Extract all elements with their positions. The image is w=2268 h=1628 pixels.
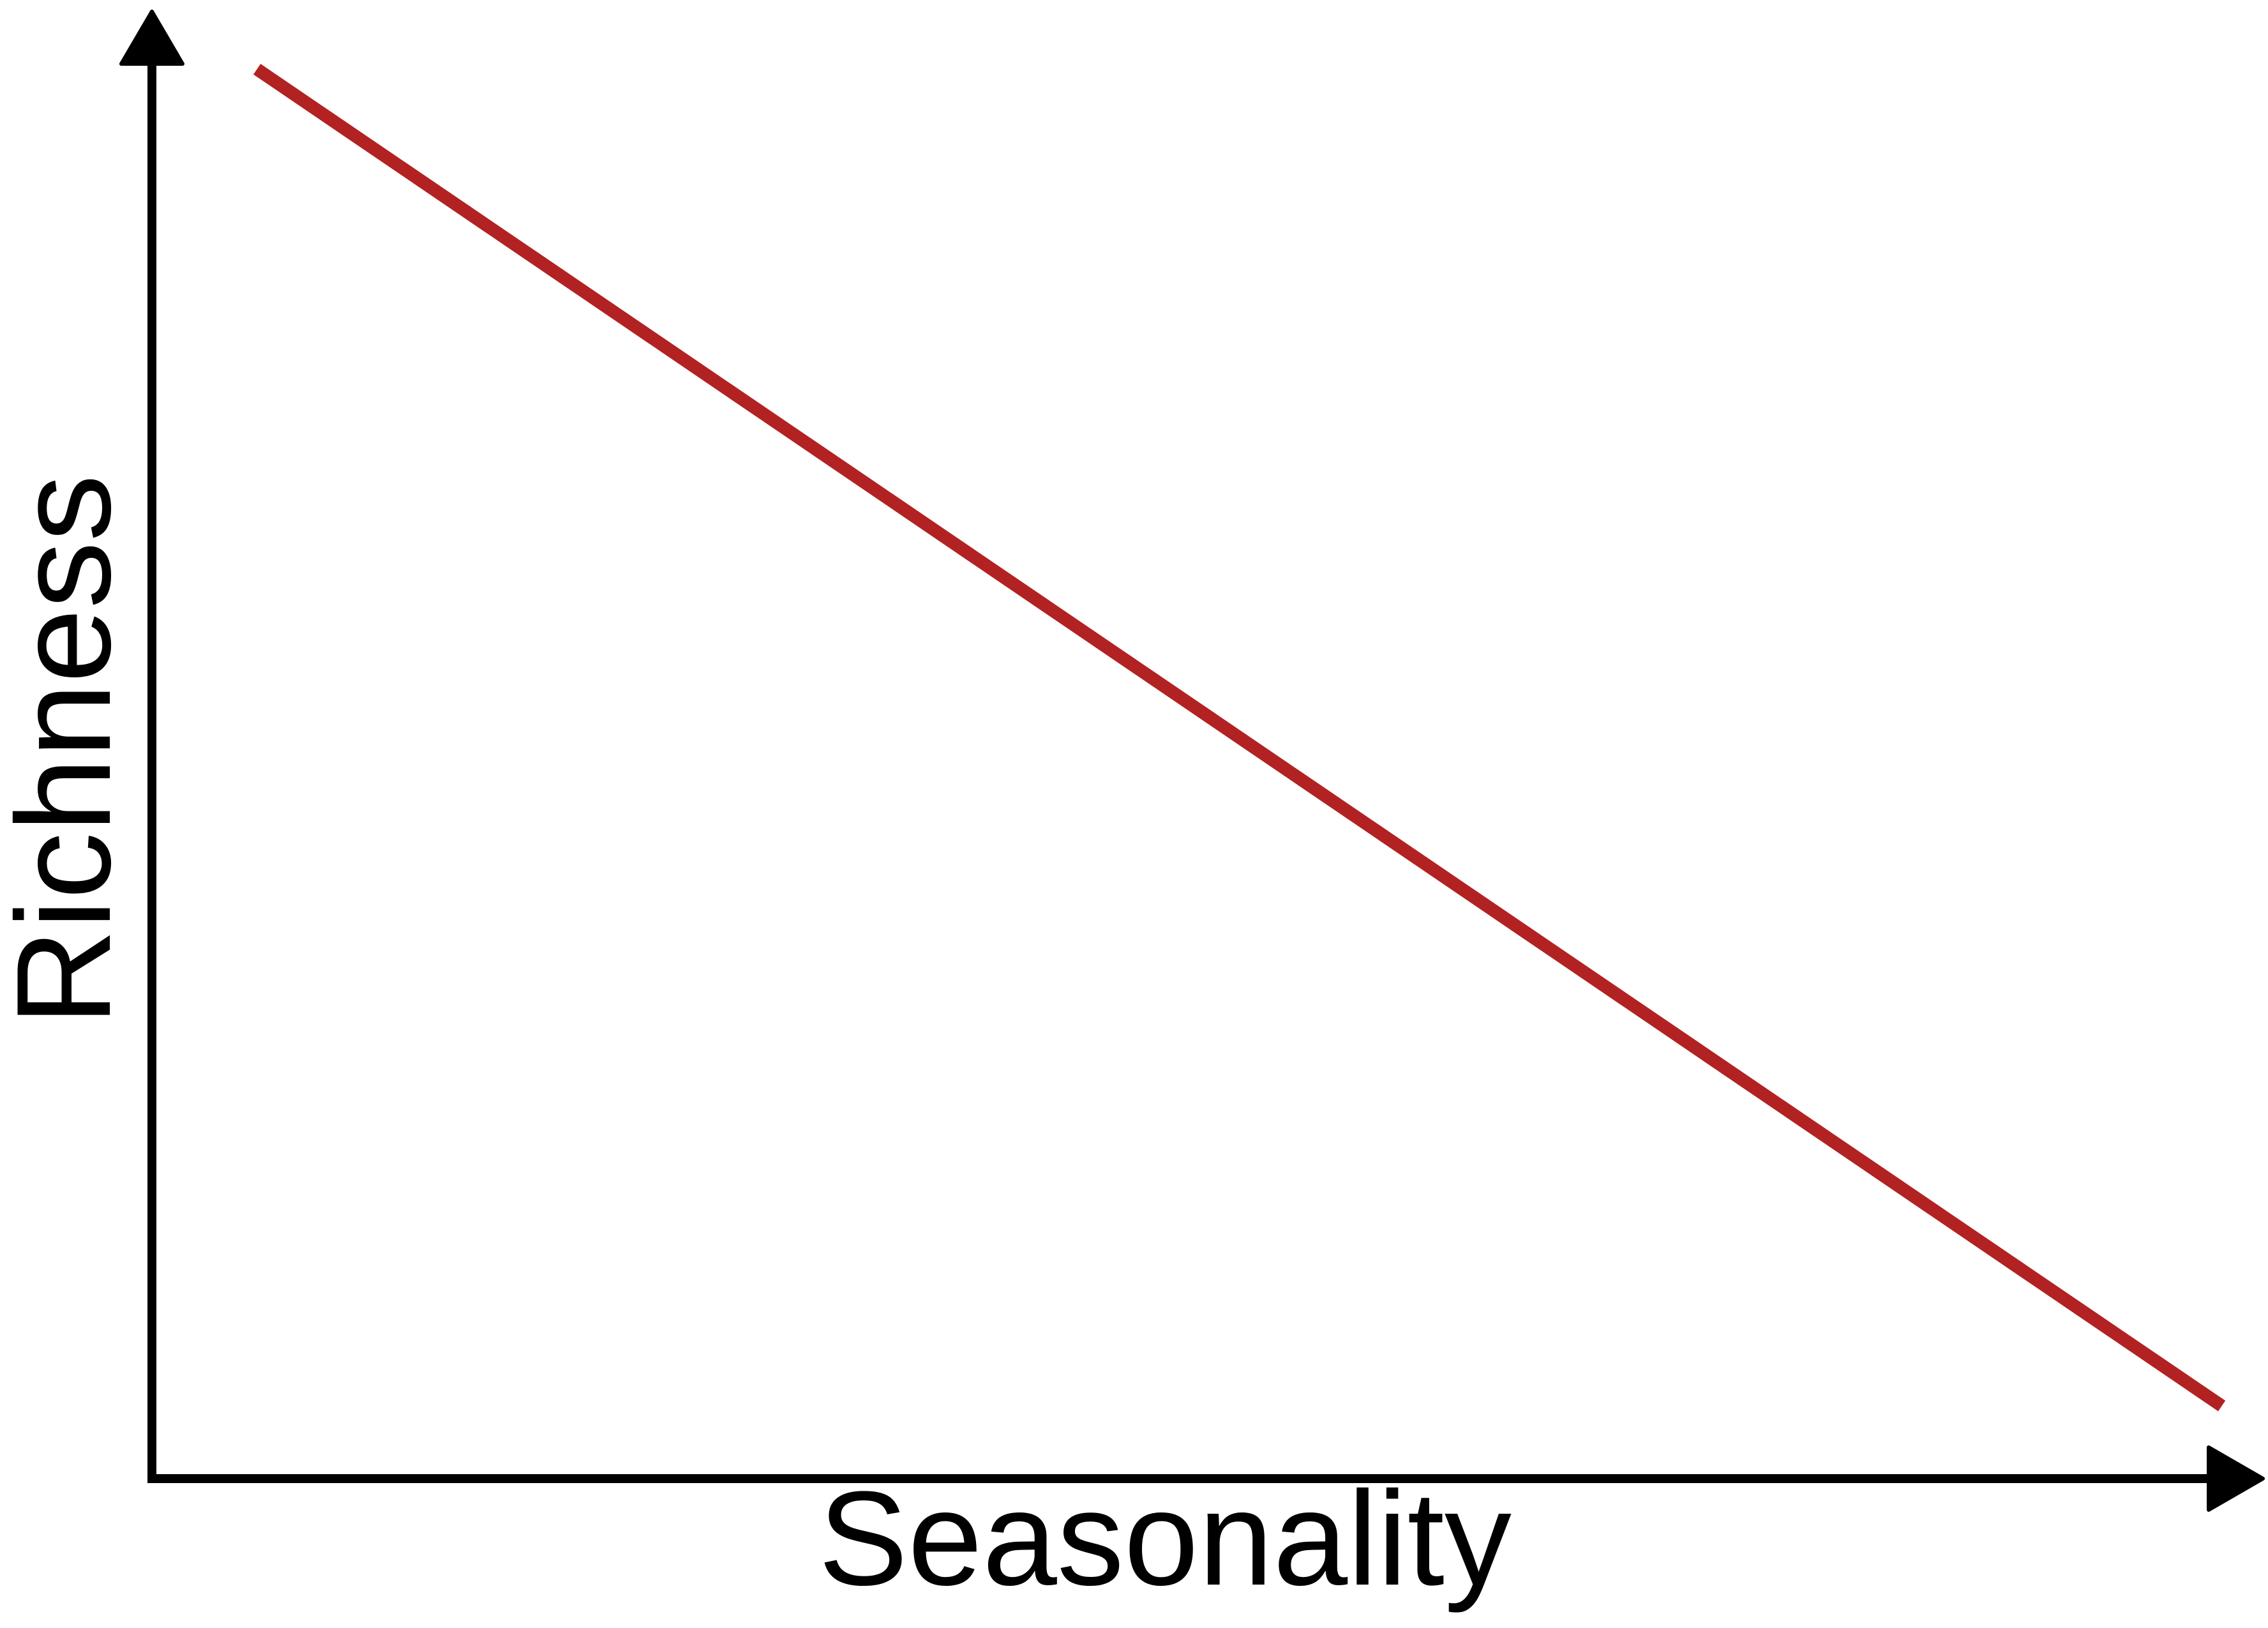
x-axis-title: Seasonality	[818, 1463, 1512, 1613]
series-line-1	[253, 64, 2226, 1412]
y-axis-arrow	[119, 10, 184, 66]
x-axis-arrow	[2207, 1445, 2265, 1512]
series-layer	[253, 64, 2226, 1412]
y-axis-title: Richness	[0, 474, 139, 1026]
plot-area: Seasonality Richness	[0, 10, 2265, 1613]
